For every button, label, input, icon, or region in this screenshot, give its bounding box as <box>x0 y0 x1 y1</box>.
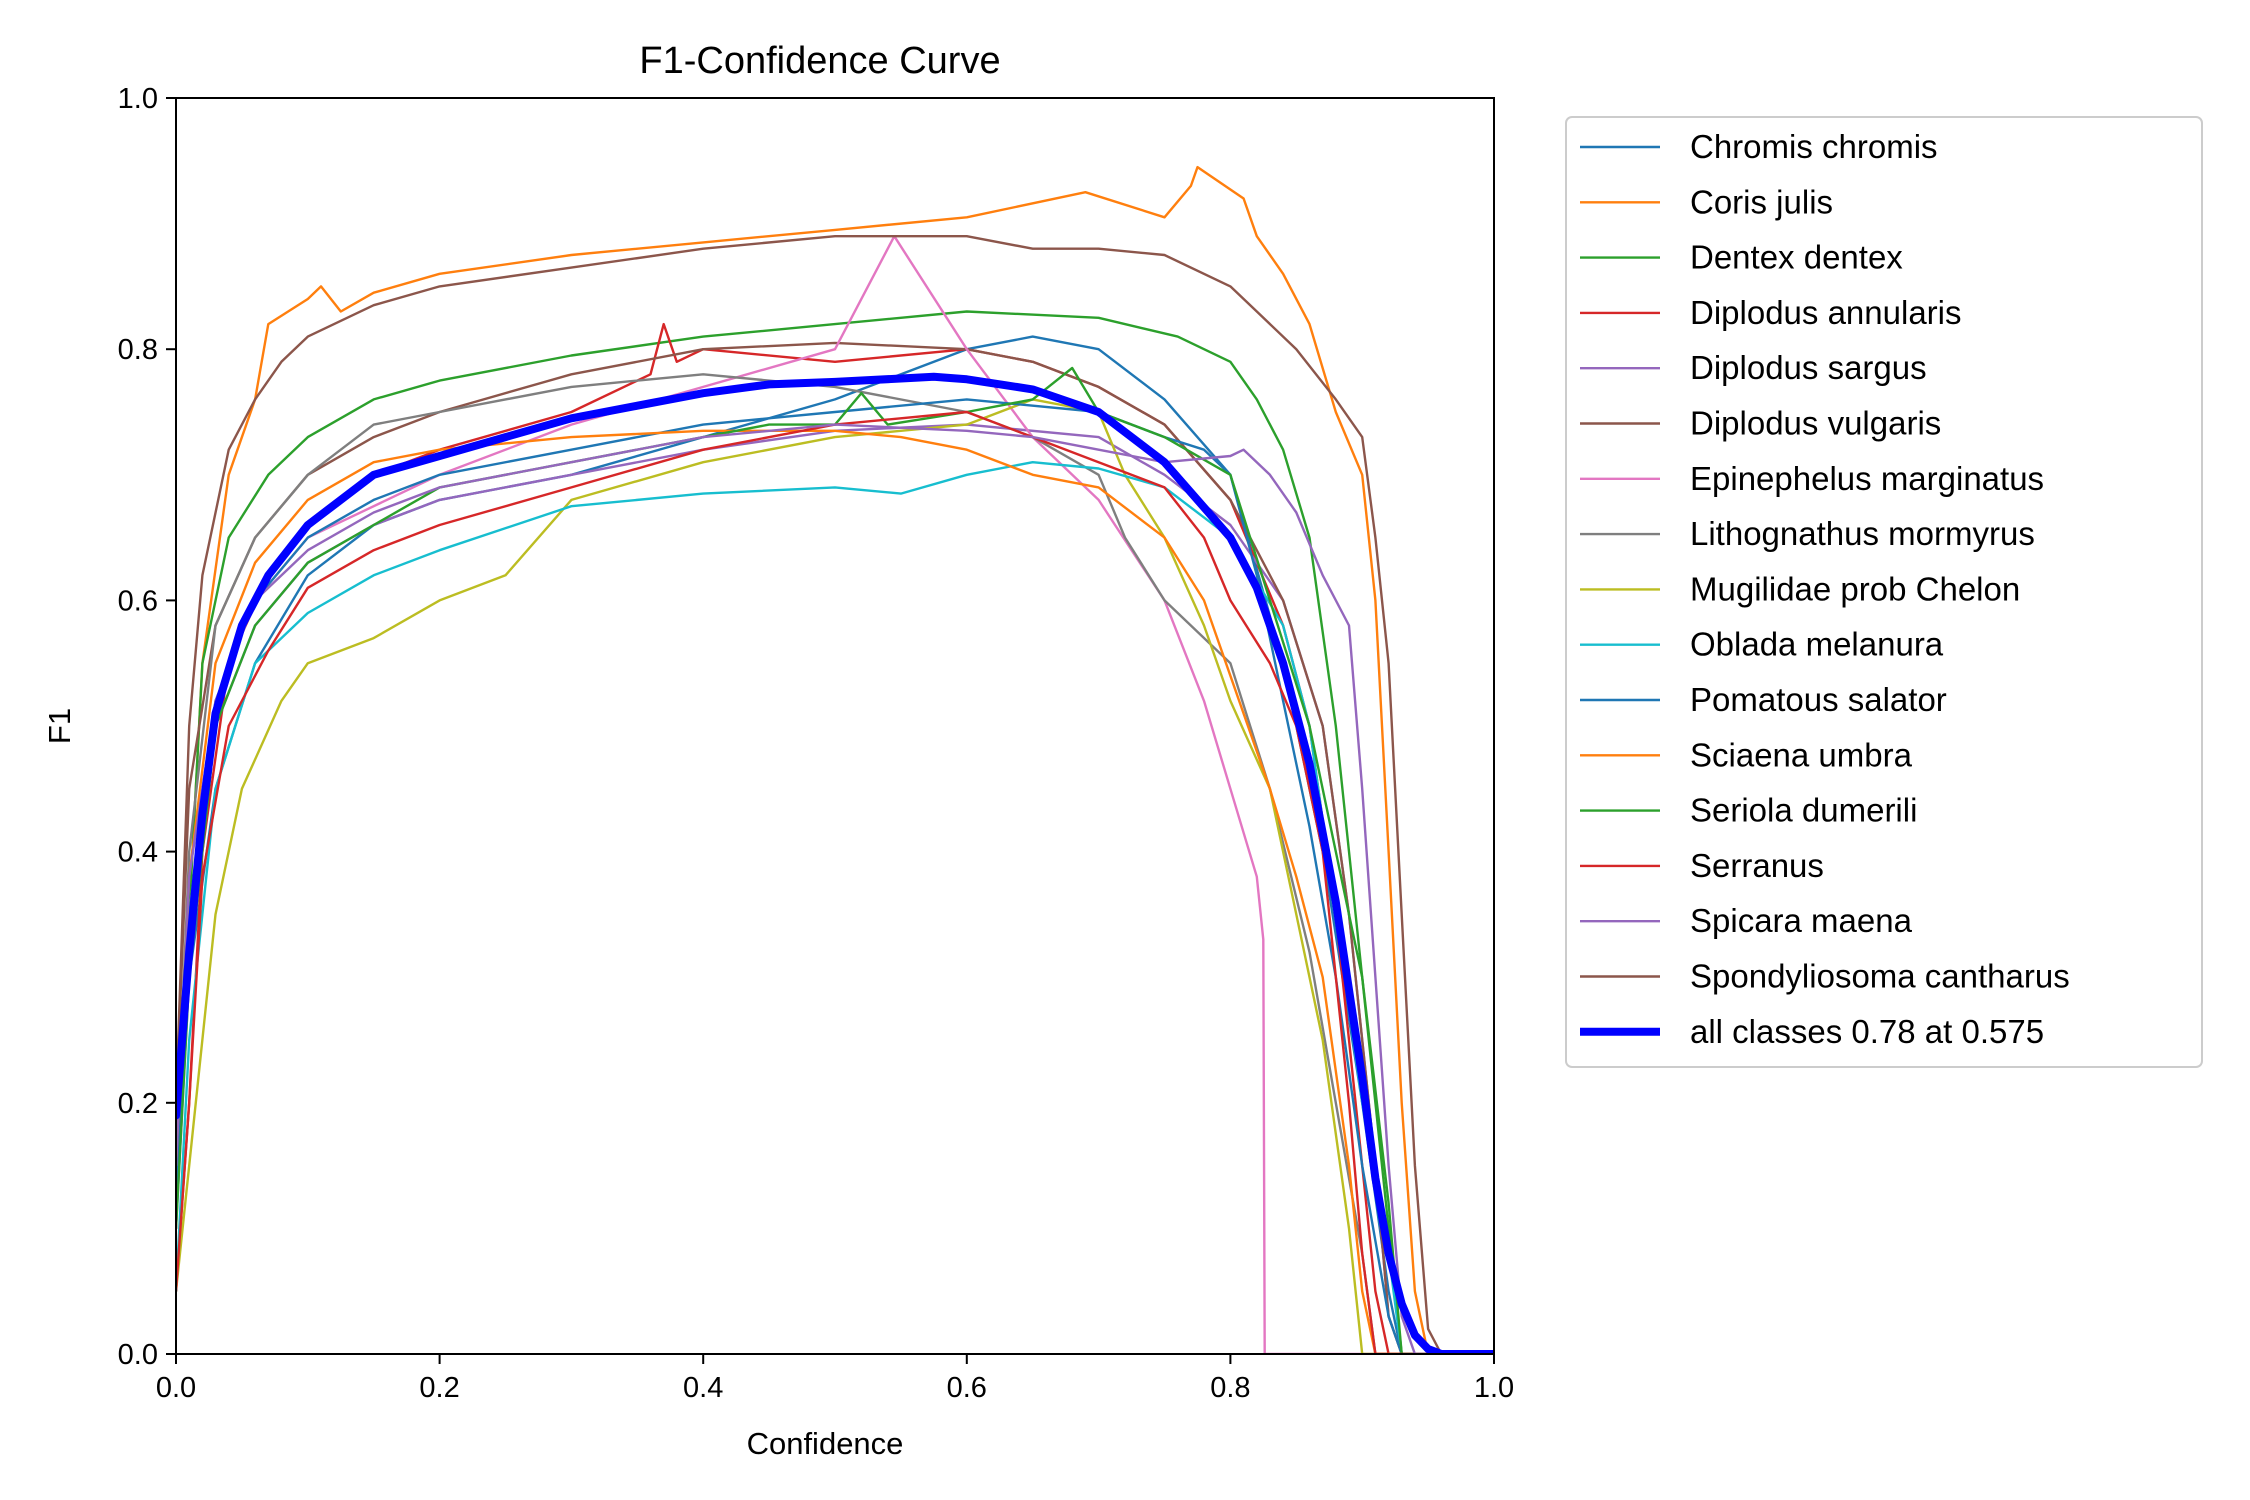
x-tick-label: 0.2 <box>419 1372 459 1404</box>
y-tick-label: 1.0 <box>118 83 158 115</box>
series-line-16 <box>176 235 1494 1354</box>
x-axis-label: Confidence <box>747 1426 904 1461</box>
x-tick-label: 0.0 <box>156 1372 196 1404</box>
series-line-15 <box>176 423 1494 1354</box>
x-tick-label: 1.0 <box>1474 1372 1514 1404</box>
legend-label: Sciaena umbra <box>1690 736 1913 773</box>
x-tick-label: 0.8 <box>1210 1372 1250 1404</box>
legend-label: Pomatous salator <box>1690 681 1947 718</box>
y-tick-label: 0.6 <box>118 585 158 617</box>
series-line-9 <box>176 398 1494 1354</box>
series-line-12 <box>176 429 1494 1354</box>
legend-label: Dentex dentex <box>1690 239 1903 276</box>
legend-label: Oblada melanura <box>1690 626 1944 663</box>
x-tick-label: 0.4 <box>683 1372 723 1404</box>
y-tick-label: 0.0 <box>118 1339 158 1371</box>
legend-label: Lithognathus mormyrus <box>1690 515 2035 552</box>
legend-label: Epinephelus marginatus <box>1690 460 2044 497</box>
y-axis-ticks: 0.0 0.2 0.4 0.6 0.8 1.0 <box>118 83 176 1371</box>
legend-label: Mugilidae prob Chelon <box>1690 570 2020 607</box>
y-tick-label: 0.2 <box>118 1088 158 1120</box>
legend: Chromis chromis Coris julis Dentex dentex D… <box>1565 116 2203 1068</box>
legend-label: Serranus <box>1690 847 1824 884</box>
y-tick-label: 0.4 <box>118 837 158 869</box>
legend-label: Seriola dumerili <box>1690 792 1917 829</box>
legend-entries: Chromis chromis Coris julis Dentex dentex D… <box>1580 128 2070 1050</box>
legend-label: Coris julis <box>1690 183 1833 220</box>
legend-label: Chromis chromis <box>1690 128 1938 165</box>
series-line-3 <box>176 310 1494 1354</box>
series-layer <box>176 165 1494 1354</box>
legend-label: Spicara maena <box>1690 902 1913 939</box>
legend-frame <box>1565 116 2203 1068</box>
series-line-13 <box>176 366 1494 1354</box>
x-axis-ticks: 0.0 0.2 0.4 0.6 0.8 1.0 <box>156 1354 1514 1404</box>
chart-title: F1-Confidence Curve <box>639 40 1000 82</box>
series-line-2 <box>176 165 1494 1354</box>
x-tick-label: 0.6 <box>947 1372 987 1404</box>
legend-label: Diplodus annularis <box>1690 294 1962 331</box>
y-axis-label: F1 <box>42 708 77 744</box>
legend-label: Spondyliosoma cantharus <box>1690 958 2070 995</box>
legend-label: all classes 0.78 at 0.575 <box>1690 1013 2044 1050</box>
series-line-14 <box>176 410 1494 1354</box>
plot-frame <box>175 97 1495 1355</box>
series-line-17 <box>176 372 1494 1354</box>
y-tick-label: 0.8 <box>118 334 158 366</box>
legend-label: Diplodus vulgaris <box>1690 405 1941 442</box>
legend-label: Diplodus sargus <box>1690 349 1927 386</box>
